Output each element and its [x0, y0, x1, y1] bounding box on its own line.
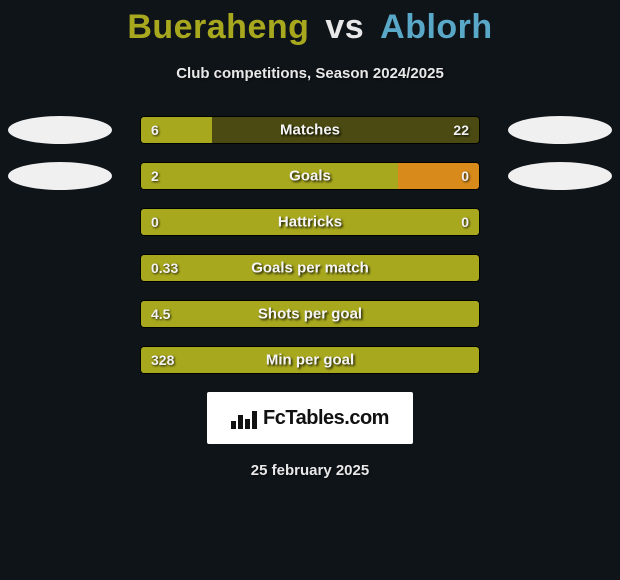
- bar-left: [141, 255, 479, 281]
- stat-row: 4.5Shots per goal: [0, 300, 620, 328]
- stat-value-right: 0: [461, 214, 469, 230]
- brand-text: FcTables.com: [263, 407, 389, 430]
- generated-date: 25 february 2025: [0, 462, 620, 479]
- stat-row: 0.33Goals per match: [0, 254, 620, 282]
- vs-word: vs: [325, 8, 364, 47]
- bar-track: 6 22: [140, 116, 480, 144]
- stat-row: 328Min per goal: [0, 346, 620, 374]
- stat-value-left: 0: [151, 214, 159, 230]
- bar-track: 328: [140, 346, 480, 374]
- comparison-title: Bueraheng vs Ablorh: [0, 0, 620, 47]
- brand-badge[interactable]: FcTables.com: [207, 392, 413, 444]
- bar-left: [141, 163, 398, 189]
- bar-right: [212, 117, 479, 143]
- stat-row: 00Hattricks: [0, 208, 620, 236]
- player-swatch-left: [8, 116, 112, 144]
- bar-track: 0.33: [140, 254, 480, 282]
- stat-value-right: 0: [461, 168, 469, 184]
- player-swatch-right: [508, 116, 612, 144]
- stat-value-left: 2: [151, 168, 159, 184]
- stat-value-left: 328: [151, 352, 174, 368]
- player-left-name: Bueraheng: [127, 8, 309, 47]
- stat-value-left: 4.5: [151, 306, 170, 322]
- stat-value-right: 22: [453, 122, 469, 138]
- bar-left: [141, 209, 479, 235]
- stat-value-left: 0.33: [151, 260, 178, 276]
- bar-left: [141, 347, 479, 373]
- bar-track: 00: [140, 208, 480, 236]
- player-right-name: Ablorh: [380, 8, 493, 47]
- bar-track: 4.5: [140, 300, 480, 328]
- bars-icon: [231, 407, 257, 429]
- bar-left: [141, 301, 479, 327]
- stat-row: 622Matches: [0, 116, 620, 144]
- player-swatch-left: [8, 162, 112, 190]
- stat-row: 20Goals: [0, 162, 620, 190]
- stats-chart: 622Matches20Goals00Hattricks0.33Goals pe…: [0, 116, 620, 374]
- bar-track: 20: [140, 162, 480, 190]
- stat-value-left: 6: [151, 122, 159, 138]
- player-swatch-right: [508, 162, 612, 190]
- subtitle: Club competitions, Season 2024/2025: [0, 65, 620, 82]
